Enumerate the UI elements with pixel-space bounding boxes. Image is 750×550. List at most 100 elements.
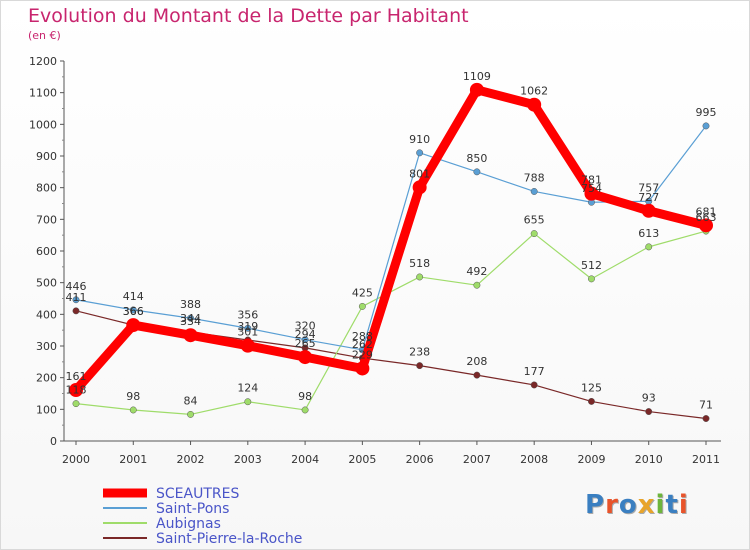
data-label: 366: [123, 305, 144, 318]
x-tick-label: 2004: [291, 453, 319, 466]
y-tick-label: 1100: [29, 87, 57, 100]
chart-title: Evolution du Montant de la Dette par Hab…: [28, 5, 469, 27]
x-tick-label: 2009: [577, 453, 605, 466]
data-point: [412, 180, 427, 195]
data-label: 1062: [520, 85, 548, 98]
legend-label: Saint-Pons: [156, 501, 229, 517]
x-tick-label: 2003: [234, 453, 262, 466]
series-line-3: [75, 310, 707, 420]
data-label: 344: [180, 312, 201, 325]
data-label: 238: [409, 346, 430, 359]
data-point: [588, 397, 595, 405]
y-tick-label: 1000: [29, 118, 57, 131]
data-point: [530, 381, 538, 389]
data-label: 320: [295, 320, 316, 333]
y-tick-label: 800: [36, 182, 57, 195]
data-point: [187, 314, 194, 322]
data-label: 265: [295, 337, 316, 350]
data-label: 655: [524, 214, 545, 227]
legend: SCEAUTRESSaint-PonsAubignasSaint-Pierre-…: [103, 486, 302, 547]
data-point: [72, 307, 80, 315]
series-line-1: [75, 125, 707, 351]
data-label: 727: [638, 191, 659, 204]
data-point: [72, 296, 80, 304]
data-label: 98: [298, 390, 312, 403]
logo-letter: x: [637, 490, 656, 520]
x-tick-label: 2001: [119, 453, 147, 466]
data-point: [244, 324, 252, 332]
data-label: 125: [581, 381, 602, 394]
data-point: [129, 406, 137, 414]
y-tick-label: 200: [36, 372, 57, 385]
data-point: [416, 273, 424, 281]
chart-subtitle: (en €): [28, 29, 61, 42]
data-label: 425: [352, 286, 373, 299]
logo-letter: r: [605, 490, 619, 520]
data-label: 118: [66, 384, 87, 397]
data-label: 356: [237, 308, 258, 321]
y-tick-label: 900: [36, 150, 57, 163]
data-label: 294: [295, 328, 316, 341]
data-point: [584, 186, 599, 201]
y-tick-label: 0: [50, 435, 57, 448]
data-label: 93: [642, 392, 656, 405]
data-label: 288: [352, 330, 373, 343]
data-point: [645, 243, 653, 251]
data-label: 910: [409, 133, 430, 146]
y-tick-label: 500: [36, 277, 57, 290]
x-tick-label: 2011: [692, 453, 720, 466]
logo-letter: o: [618, 490, 638, 520]
data-label: 850: [466, 152, 487, 165]
x-tick-label: 2000: [62, 453, 90, 466]
data-label: 754: [581, 182, 602, 195]
data-label: 757: [638, 181, 659, 194]
x-tick-label: 2005: [348, 453, 376, 466]
data-point: [298, 350, 313, 365]
x-tick-label: 2007: [463, 453, 491, 466]
data-point: [645, 408, 653, 415]
data-label: 177: [524, 365, 545, 378]
data-label: 613: [638, 227, 659, 240]
data-point: [416, 362, 424, 370]
y-tick-label: 400: [36, 308, 57, 321]
data-point: [702, 122, 710, 130]
data-point: [530, 230, 538, 238]
data-label: 84: [184, 394, 198, 407]
data-point: [473, 281, 481, 289]
data-label: 1109: [463, 70, 491, 83]
x-tick-label: 2010: [635, 453, 663, 466]
data-point: [187, 410, 194, 418]
axes: 0 100 200 300 400 500 600 700 800 900 1000 1100 1200…: [29, 55, 721, 466]
data-label: 681: [696, 205, 717, 218]
data-label: 518: [409, 257, 430, 270]
proxiti-logo: Proxiti: [585, 490, 689, 520]
data-point: [473, 168, 481, 176]
data-label: 208: [466, 355, 487, 368]
data-point: [416, 149, 424, 157]
data-label: 161: [66, 370, 87, 383]
data-label: 388: [180, 298, 201, 311]
data-point: [69, 383, 83, 398]
data-point: [301, 336, 309, 344]
data-label: 301: [237, 326, 258, 339]
data-point: [240, 338, 255, 353]
data-point: [527, 97, 542, 112]
data-label: 229: [352, 348, 373, 361]
data-label: 446: [66, 280, 87, 293]
data-point: [72, 400, 80, 408]
data-point: [699, 218, 713, 233]
y-tick-label: 600: [36, 245, 57, 258]
data-point: [473, 371, 481, 379]
data-point: [129, 306, 137, 314]
series-line-2: [75, 230, 707, 415]
data-point: [126, 318, 141, 333]
data-point: [301, 406, 309, 414]
logo-letter: P: [585, 490, 606, 520]
data-label: 414: [123, 290, 144, 303]
data-label: 512: [581, 259, 602, 272]
data-point: [702, 415, 710, 422]
data-label: 124: [237, 382, 258, 395]
y-tick-label: 300: [36, 340, 57, 353]
